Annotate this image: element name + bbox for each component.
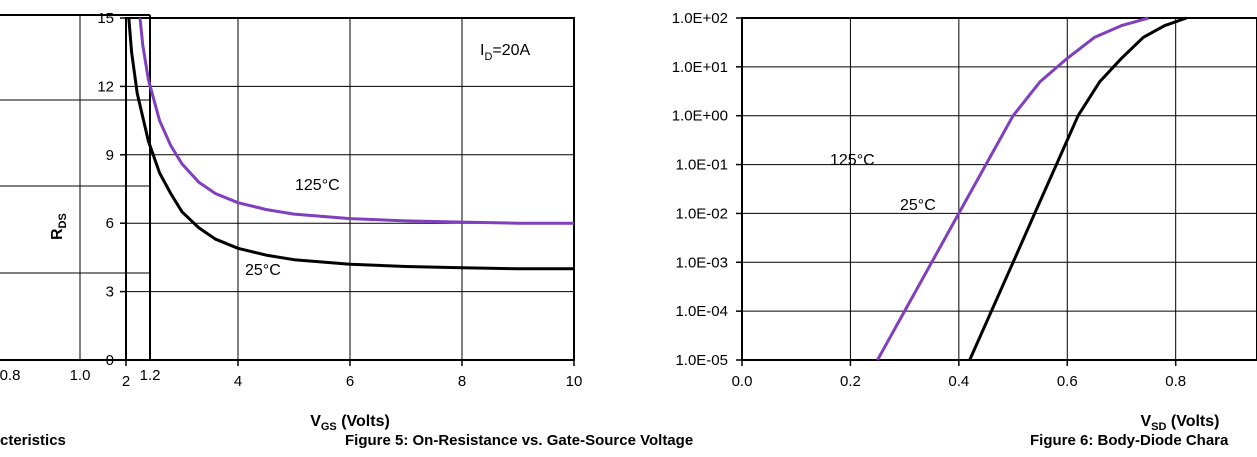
figure6-chart: 1.0E+02 1.0E+01 1.0E+00 1.0E-01 1.0E-02 1.0E-… (672, 10, 1257, 433)
figure5-y-tick-label: 12 (97, 78, 114, 95)
figure5-y-tick-label: 15 (97, 10, 114, 27)
figure6-y-tick-label: 1.0E+00 (672, 108, 728, 125)
figure5-x-tick-label: 10 (566, 373, 583, 390)
figure5-y-tick-label: 0 (106, 352, 114, 369)
figure6-y-tick-label: 1.0E+02 (672, 10, 728, 27)
figure5-annotation-125c: 125°C (295, 177, 340, 194)
figure5-x-axis-label: VGS (Volts) (310, 413, 390, 433)
figure6-series (876, 16, 1187, 361)
figure6-y-tick-label: 1.0E-03 (675, 254, 728, 271)
figure5-y-axis-label: RDS (49, 213, 69, 240)
figure5-caption: Figure 5: On-Resistance vs. Gate-Source … (345, 432, 694, 449)
figure6-x-tick-label: 0.2 (840, 373, 861, 390)
left-x-tick-label: 1.2 (140, 367, 161, 384)
figure5-series-line (127, 17, 574, 271)
figure5-series (127, 17, 574, 271)
figure5-x-tick-label: 4 (234, 373, 242, 390)
figure5-gridlines (126, 18, 574, 360)
figure6-y-tick-label: 1.0E-01 (675, 157, 728, 174)
figure5-y-ticks: 0 3 6 9 12 15 (97, 10, 126, 369)
figure5-y-tick-label: 9 (106, 147, 114, 164)
left-partial-chart: 0.8 1.0 1.2 (0, 14, 161, 384)
figure5-annotation-id: ID=20A (480, 42, 531, 63)
figure5-x-ticks: 2 4 6 8 10 (122, 360, 583, 390)
figure6-annotation-25c: 25°C (900, 197, 936, 214)
figure5-x-tick-label: 6 (346, 373, 354, 390)
figure6-x-ticks: 0.0 0.2 0.4 0.6 0.8 (732, 360, 1186, 390)
figure6-plot-frame (741, 17, 1257, 361)
figure6-x-tick-label: 0.8 (1165, 373, 1186, 390)
left-figure-caption: cteristics (0, 432, 66, 449)
figure6-x-tick-label: 0.6 (1057, 373, 1078, 390)
figure5-x-tick-label: 2 (122, 373, 130, 390)
figure6-y-ticks: 1.0E+02 1.0E+01 1.0E+00 1.0E-01 1.0E-02 1.0E-… (672, 10, 742, 369)
left-x-tick-label: 1.0 (70, 367, 91, 384)
figure5-series-line (138, 17, 574, 225)
figure6-annotation-125c: 125°C (830, 152, 875, 169)
figure5-y-tick-label: 3 (106, 284, 114, 301)
figure5-y-tick-label: 6 (106, 215, 114, 232)
figure6-caption: Figure 6: Body-Diode Chara (1030, 432, 1229, 449)
figure6-y-tick-label: 1.0E-04 (675, 303, 728, 320)
figure5-annotation-25c: 25°C (245, 262, 281, 279)
figure6-x-axis-label: VSD (Volts) (1141, 413, 1220, 433)
figure6-x-tick-label: 0.4 (948, 373, 969, 390)
figure6-series-line (968, 16, 1187, 361)
figure5-x-tick-label: 8 (458, 373, 466, 390)
figure5-chart: 0 3 6 9 12 15 2 4 6 8 10 ID=20A 125°C 25°C RDS VG… (49, 10, 582, 433)
left-x-tick-label: 0.8 (0, 367, 20, 384)
figure6-y-tick-label: 1.0E-02 (675, 205, 728, 222)
figure6-y-tick-label: 1.0E+01 (672, 59, 728, 76)
figure6-x-tick-label: 0.0 (732, 373, 753, 390)
figure6-series-line (876, 16, 1150, 361)
figure6-y-tick-label: 1.0E-05 (675, 352, 728, 369)
figure6-gridlines (742, 18, 1257, 360)
